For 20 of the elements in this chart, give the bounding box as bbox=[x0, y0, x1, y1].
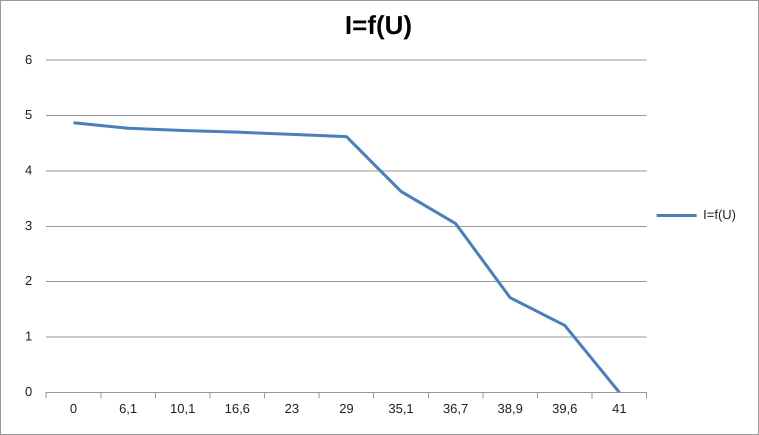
x-tick-label: 35,1 bbox=[388, 400, 414, 416]
x-tick-label: 36,7 bbox=[442, 400, 468, 416]
y-tick-label: 4 bbox=[24, 162, 32, 178]
y-tick-label: 0 bbox=[24, 384, 32, 399]
y-tick-label: 3 bbox=[24, 218, 32, 233]
x-tick-label: 23 bbox=[284, 400, 300, 416]
y-tick-label: 6 bbox=[24, 52, 32, 67]
y-tick-label: 5 bbox=[24, 107, 32, 122]
x-tick-label: 6,1 bbox=[119, 400, 138, 416]
chart-title: I=f(U) bbox=[344, 10, 412, 40]
x-tick-label: 16,6 bbox=[224, 400, 250, 416]
y-tick-label: 1 bbox=[24, 328, 32, 344]
y-tick-label: 2 bbox=[24, 273, 32, 288]
x-tick-label: 38,9 bbox=[498, 400, 523, 416]
x-tick-label: 39,6 bbox=[552, 400, 578, 416]
x-tick-label: 29 bbox=[339, 400, 354, 416]
x-tick-label: 10,1 bbox=[170, 400, 196, 416]
legend-label: I=f(U) bbox=[703, 207, 736, 222]
x-tick-label: 0 bbox=[70, 400, 78, 416]
x-tick-label: 41 bbox=[612, 400, 627, 416]
